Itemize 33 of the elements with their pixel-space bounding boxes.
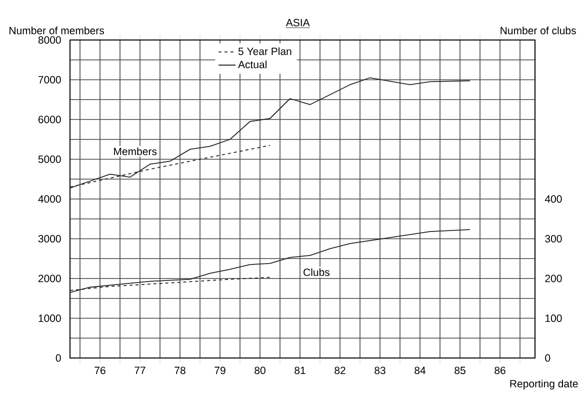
x-tick-label: 81 — [294, 366, 306, 374]
y-tick-label: 2000 — [38, 274, 61, 282]
legend-label: Actual — [238, 60, 266, 68]
x-tick-label: 79 — [214, 366, 226, 374]
y2-tick-label: 300 — [545, 235, 562, 242]
annotation: Members — [114, 147, 157, 156]
annotation: Clubs — [304, 268, 330, 276]
y-tick-label: 0 — [56, 354, 61, 362]
y-tick-label: 7000 — [38, 76, 61, 84]
y2-tick-label: 100 — [546, 314, 562, 322]
y-tick-label: 8000 — [38, 36, 61, 44]
x-tick-label: 83 — [374, 366, 386, 374]
x-tick-label: 77 — [134, 366, 146, 374]
y2-tick-label: 400 — [544, 195, 562, 203]
x-tick-label: 80 — [254, 366, 266, 374]
y2-axis-title: Number of clubs — [500, 26, 576, 34]
x-tick-label: 84 — [414, 366, 426, 374]
y-tick-label: 1000 — [38, 314, 61, 322]
x-axis-title: Reporting date — [510, 380, 578, 390]
y2-tick-label: 0 — [545, 354, 550, 362]
x-tick-label: 78 — [174, 366, 186, 374]
y-axis-title: Number of members — [10, 26, 104, 34]
y2-tick-label: 200 — [545, 274, 562, 282]
y-tick-label: 4000 — [38, 195, 61, 203]
y-tick-label: 5000 — [38, 156, 61, 163]
x-tick-label: 86 — [494, 366, 506, 374]
legend-label: 5 Year Plan — [238, 47, 292, 56]
x-tick-label: 85 — [454, 366, 466, 374]
chart-title: ASIA — [286, 18, 310, 26]
y-tick-label: 6000 — [38, 116, 61, 124]
y-tick-label: 3000 — [38, 235, 61, 242]
x-tick-label: 82 — [334, 366, 346, 374]
x-tick-label: 76 — [94, 366, 106, 374]
